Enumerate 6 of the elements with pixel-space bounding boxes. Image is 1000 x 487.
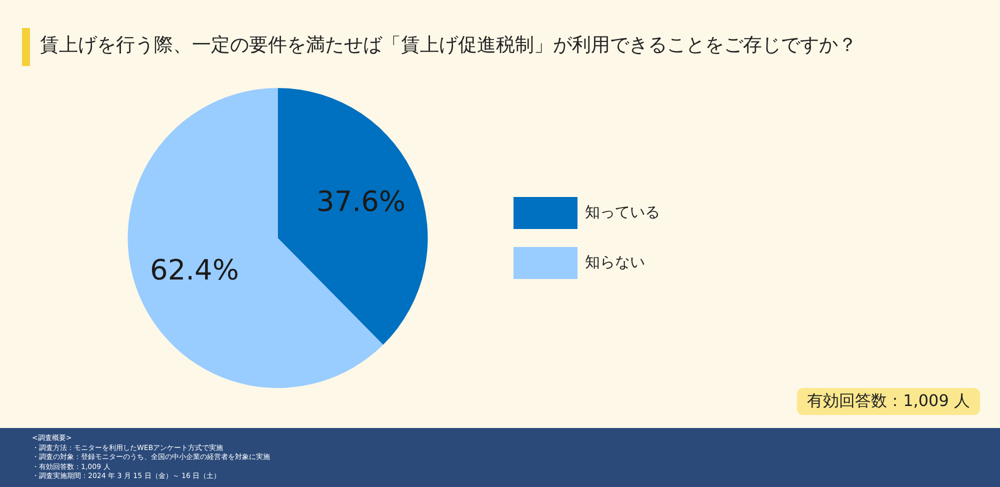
legend-label: 知っている [585,202,660,221]
data-label: 37.6% [316,185,406,218]
data-label: 62.4% [150,253,239,286]
legend-label: 知らない [585,252,645,271]
chart-title: 賃上げを行う際、一定の要件を満たせば「賃上げ促進税制」が利用できることをご存じですか？ [40,33,857,58]
text: 有効回答数：1,009 人 [797,388,980,415]
